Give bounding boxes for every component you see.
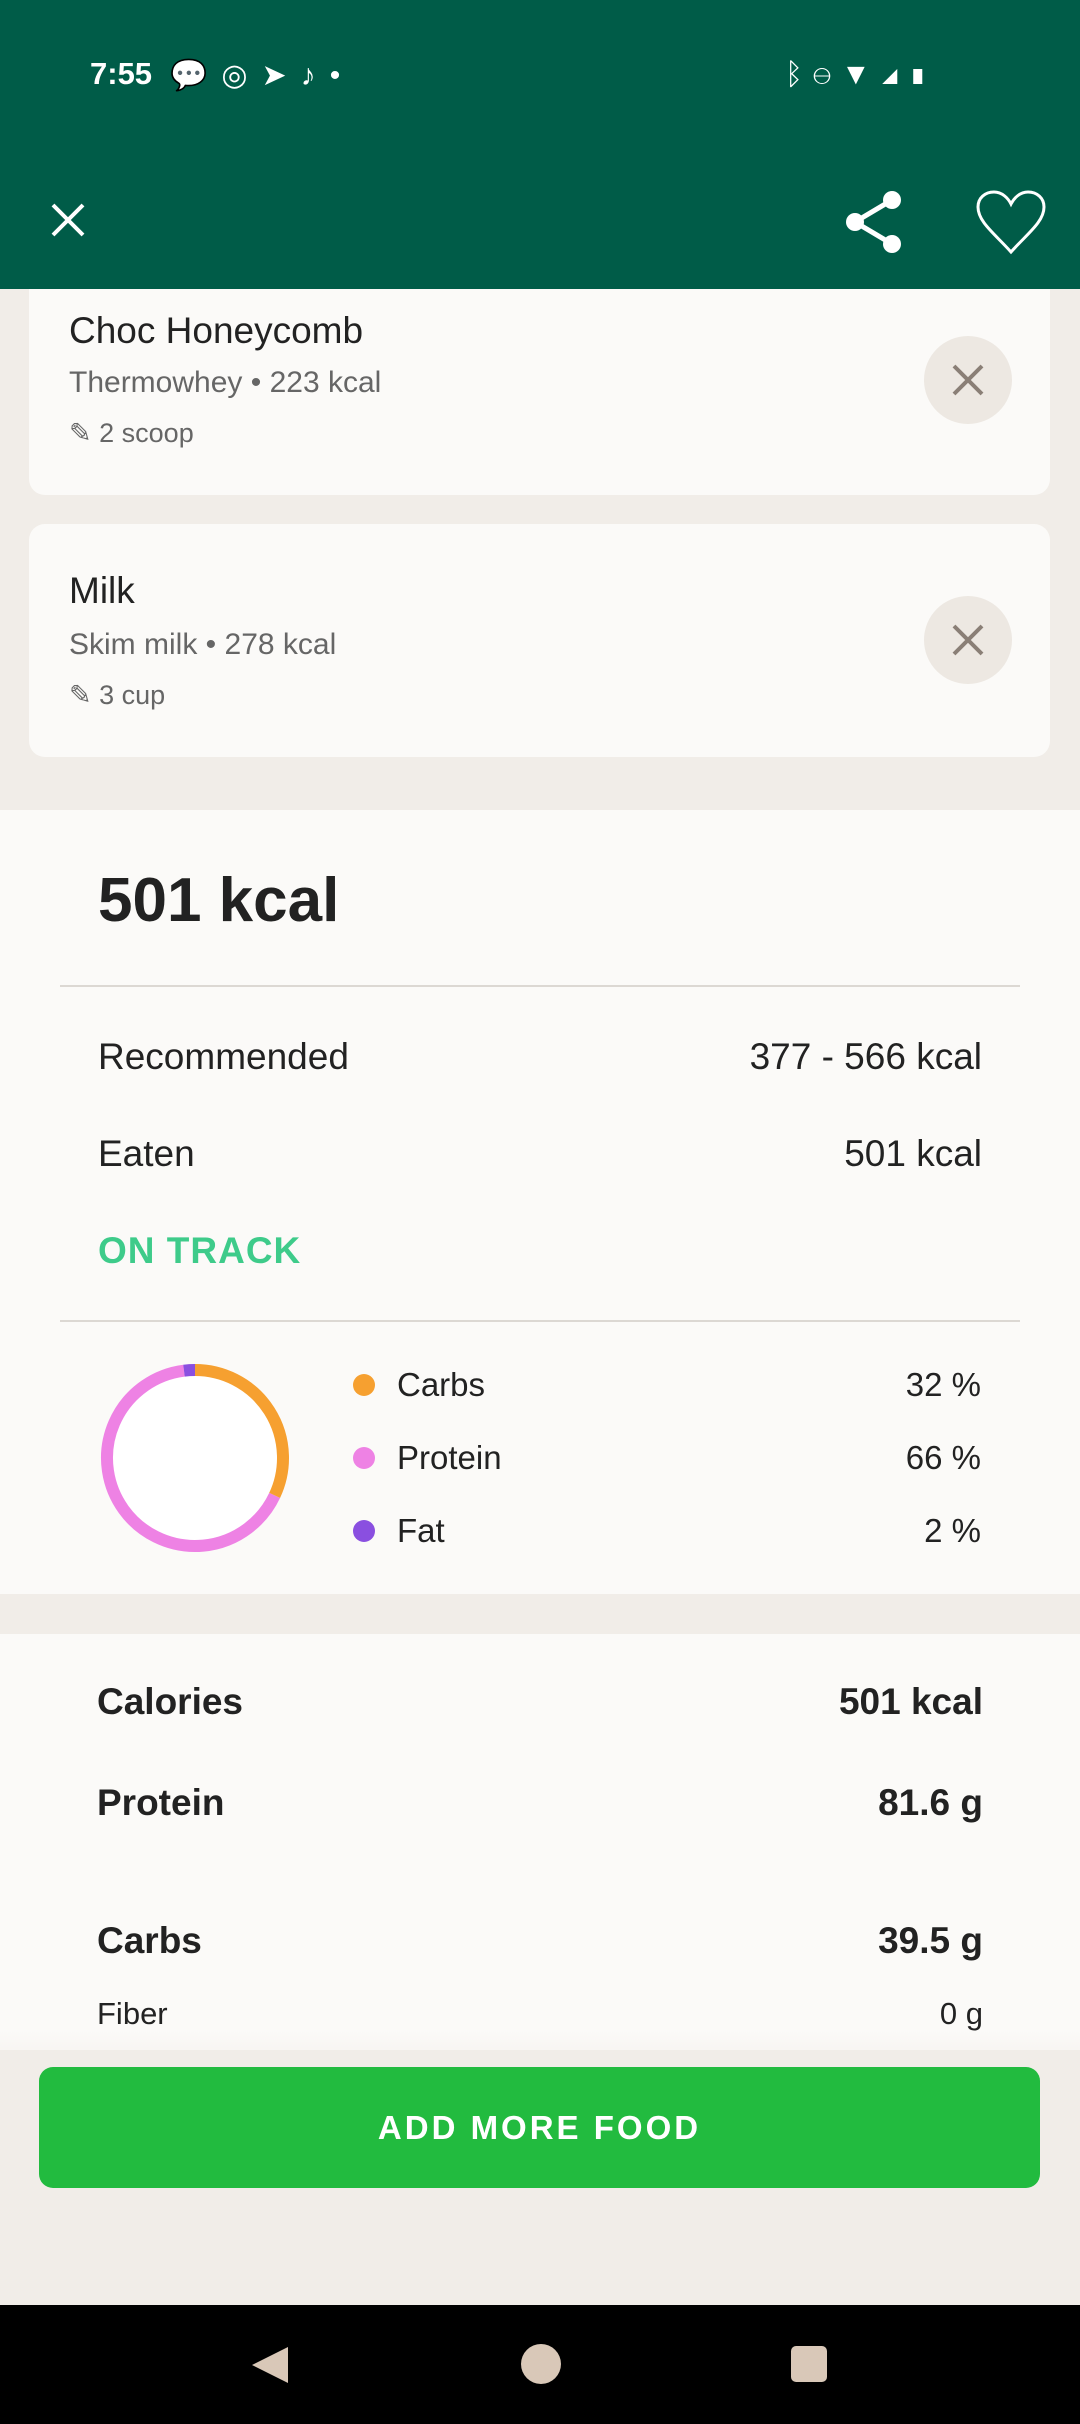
legend-protein: Protein 66 % [353, 1439, 981, 1477]
share-icon[interactable] [845, 190, 905, 254]
back-icon[interactable] [250, 2345, 290, 2385]
food-quantity[interactable]: ✎ 2 scoop [69, 418, 194, 448]
dnd-icon: ⊖ [813, 58, 841, 91]
donut-slice-carbs [194, 1364, 289, 1499]
macro-donut-chart [101, 1364, 289, 1552]
food-detail: Skim milk • 278 kcal [69, 628, 337, 661]
status-time: 7:55 [90, 56, 153, 91]
food-quantity[interactable]: ✎ 3 cup [69, 680, 166, 710]
signal-icon: ◢ [880, 58, 909, 91]
food-card[interactable]: Milk Skim milk • 278 kcal ✎ 3 cup [29, 524, 1050, 757]
app-header: 7:55 💬◎➤♪• ᛒ⊖▼◢▮ [0, 0, 1080, 289]
legend-carbs: Carbs 32 % [353, 1366, 981, 1404]
tiktok-icon: ♪ [300, 59, 330, 92]
recents-icon[interactable] [790, 2345, 828, 2383]
telegram-icon: ➤ [261, 59, 301, 92]
food-name: Choc Honeycomb [69, 310, 364, 351]
recommended-row: Recommended 377 - 566 kcal [98, 1036, 982, 1077]
dot-icon: • [329, 59, 355, 92]
eaten-row: Eaten 501 kcal [98, 1133, 982, 1174]
divider [60, 1320, 1020, 1322]
nutrition-row: Protein 81.6 g [97, 1782, 983, 1823]
total-kcal: 501 kcal [98, 866, 340, 935]
whatsapp-icon: ◎ [221, 59, 262, 92]
close-icon [952, 624, 984, 656]
food-name: Milk [69, 570, 135, 611]
heart-icon[interactable] [975, 190, 1047, 256]
legend-dot [353, 1447, 375, 1469]
system-nav-bar [0, 2305, 1080, 2424]
system-icons: ᛒ⊖▼◢▮ [785, 58, 937, 92]
remove-food-button[interactable] [924, 336, 1012, 424]
food-detail: Thermowhey • 223 kcal [69, 366, 382, 399]
food-card[interactable]: Choc Honeycomb Thermowhey • 223 kcal ✎ 2… [29, 260, 1050, 495]
donut-slice-fat [183, 1364, 196, 1377]
legend-fat: Fat 2 % [353, 1512, 981, 1550]
add-more-food-button[interactable]: ADD MORE FOOD [39, 2067, 1040, 2188]
legend-dot [353, 1520, 375, 1542]
divider [60, 985, 1020, 987]
nutrition-row: Carbs 39.5 g [97, 1920, 983, 1961]
pencil-icon: ✎ [69, 418, 92, 448]
close-icon[interactable] [50, 202, 86, 238]
donut-slice-protein [101, 1364, 281, 1552]
summary-section: 501 kcal Recommended 377 - 566 kcal Eaten… [0, 810, 1080, 1594]
nutrition-row: Fiber 0 g [97, 1996, 983, 2031]
bluetooth-icon: ᛒ [785, 58, 813, 91]
notification-icons: 💬◎➤♪• [170, 58, 354, 93]
nutrition-row: Calories 501 kcal [97, 1681, 983, 1722]
messenger-icon: 💬 [170, 59, 222, 92]
legend-dot [353, 1374, 375, 1396]
remove-food-button[interactable] [924, 596, 1012, 684]
wifi-icon: ▼ [841, 58, 881, 91]
close-icon [952, 364, 984, 396]
battery-icon: ▮ [908, 58, 937, 91]
pencil-icon: ✎ [69, 680, 92, 710]
status-label: ON TRACK [98, 1230, 302, 1271]
home-icon[interactable] [520, 2343, 562, 2385]
